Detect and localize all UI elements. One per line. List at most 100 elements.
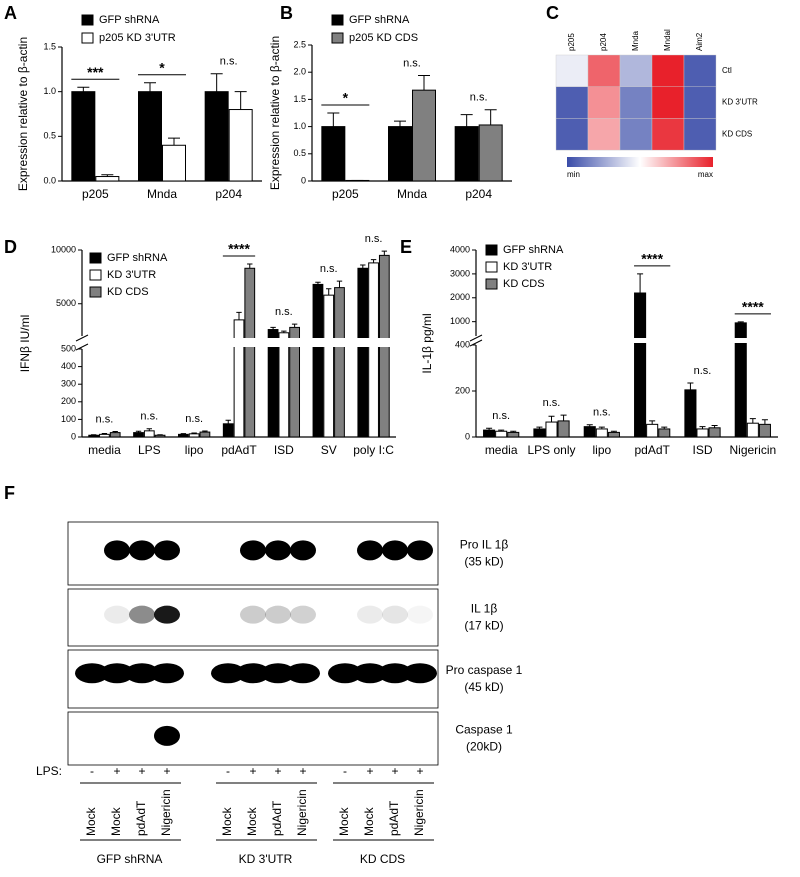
panel-letter: F — [4, 483, 15, 503]
lps-sign: + — [249, 764, 256, 778]
annotation: n.s. — [365, 233, 383, 245]
y-axis-label: IFNβ IU/ml — [18, 315, 32, 373]
blot-band — [100, 663, 134, 684]
bar — [312, 283, 324, 438]
blot-band — [125, 663, 159, 684]
error-bar — [598, 426, 605, 429]
blot-row-size: (35 kD) — [464, 555, 503, 569]
error-bar — [315, 281, 321, 285]
color-bar — [567, 157, 713, 167]
bar — [323, 294, 335, 438]
y-tick-label: 200 — [61, 396, 76, 406]
error-bar — [157, 434, 163, 436]
blot-band — [154, 725, 180, 746]
x-tick-label: poly I:C — [353, 443, 394, 457]
blot-row-size: (45 kD) — [464, 680, 503, 694]
blot-band — [265, 605, 291, 624]
bar — [233, 319, 245, 438]
bar — [684, 389, 697, 438]
bar — [154, 434, 166, 438]
y-axis-label: IL-1β pg/ml — [420, 313, 434, 373]
legend-label: KD 3'UTR — [503, 261, 552, 273]
bar — [557, 420, 570, 438]
heatmap-cell — [619, 118, 653, 151]
error-bar — [560, 414, 567, 421]
blot-band — [75, 663, 109, 684]
error-bar — [711, 425, 718, 428]
lane-label: Mock — [337, 806, 351, 836]
error-bar — [761, 419, 768, 425]
lps-sign: + — [416, 764, 423, 778]
heatmap-cell — [683, 86, 717, 119]
error-bar — [247, 263, 253, 269]
blot-band — [407, 540, 433, 561]
x-tick-label: Mnda — [147, 187, 177, 201]
x-tick-label: Mnda — [397, 187, 427, 201]
x-tick-label: LPS only — [527, 443, 575, 457]
lps-sign: - — [343, 764, 347, 778]
bar — [708, 427, 721, 438]
heatmap-cell — [619, 54, 653, 87]
legend-label: p205 KD CDS — [349, 32, 418, 44]
y-tick-label: 400 — [455, 339, 470, 349]
y-tick-label: 500 — [61, 343, 76, 353]
annotation: n.s. — [140, 411, 158, 423]
bar — [199, 431, 211, 438]
bar — [368, 262, 379, 438]
panel-letter: C — [546, 3, 559, 23]
heatmap-cell — [587, 118, 621, 151]
lane-label: pdAdT — [270, 800, 284, 836]
bar — [454, 126, 479, 182]
blot-band — [378, 663, 412, 684]
blot-band — [236, 663, 270, 684]
error-bar — [77, 86, 90, 92]
error-bar — [234, 91, 247, 110]
error-bar — [699, 426, 706, 429]
heatmap-cell — [683, 54, 717, 87]
lps-sign: + — [299, 764, 306, 778]
error-bar — [536, 426, 543, 429]
x-tick-label: lipo — [592, 443, 611, 457]
annotation: n.s. — [96, 413, 114, 425]
blot-band — [328, 663, 362, 684]
axis-break — [76, 338, 396, 347]
heatmap-cell — [587, 86, 621, 119]
legend-label: p205 KD 3'UTR — [99, 32, 176, 44]
y-tick-label: 0.5 — [43, 131, 56, 141]
y-axis-label: Expression relative to β-actin — [268, 36, 282, 190]
bar — [388, 126, 412, 182]
error-bar — [460, 114, 473, 127]
blot-band — [286, 663, 320, 684]
blot-frame — [67, 588, 439, 647]
error-bar — [649, 420, 656, 425]
panel-letter: A — [4, 3, 17, 23]
error-bar — [326, 288, 332, 296]
legend-swatch — [485, 278, 498, 290]
blot-band — [154, 605, 180, 624]
column-label: Aim2 — [695, 32, 704, 51]
error-bar — [486, 427, 493, 431]
lane-label: Nigericin — [412, 789, 426, 836]
y-tick-label: 400 — [61, 361, 76, 371]
blot-row-name: Pro caspase 1 — [446, 663, 523, 677]
lps-sign: + — [138, 764, 145, 778]
blot-band — [240, 605, 266, 624]
legend-swatch — [331, 14, 344, 26]
y-tick-label: 1.0 — [43, 86, 56, 96]
legend-label: KD CDS — [503, 278, 545, 290]
bar — [357, 267, 369, 438]
bar — [758, 423, 771, 438]
x-tick-label: p205 — [82, 187, 109, 201]
heatmap-cell — [555, 118, 589, 151]
bar — [746, 422, 759, 438]
row-label: KD CDS — [722, 129, 752, 138]
legend-swatch — [81, 14, 94, 26]
annotation: n.s. — [543, 397, 561, 409]
bar — [222, 423, 234, 438]
bar — [658, 428, 671, 438]
y-tick-label: 0.0 — [43, 175, 56, 185]
legend-swatch — [89, 286, 102, 298]
legend-label: KD 3'UTR — [107, 269, 156, 281]
x-tick-label: ISD — [274, 443, 294, 457]
blot-row-size: (20kD) — [466, 740, 502, 754]
